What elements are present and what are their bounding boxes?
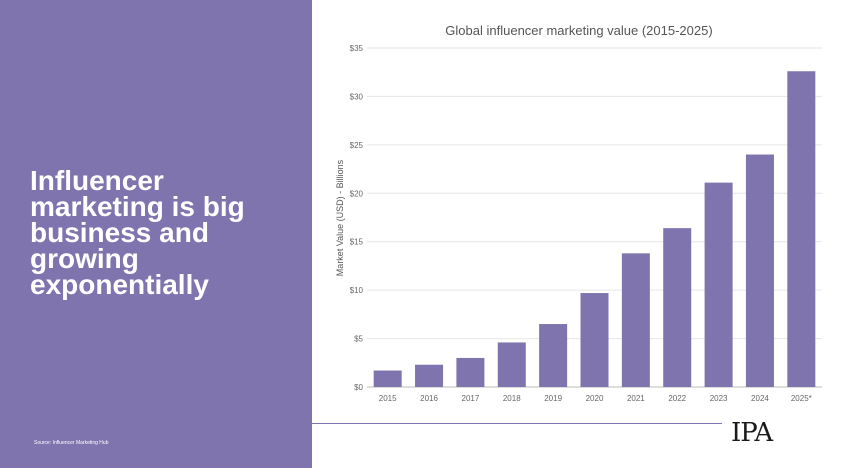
x-tick-label: 2016: [420, 394, 438, 403]
bar-2025: [787, 71, 816, 387]
source-note: Source: Influencer Marketing Hub: [34, 440, 109, 446]
y-tick-label: $10: [350, 286, 364, 295]
y-tick-label: $30: [350, 92, 364, 101]
x-tick-label: 2018: [503, 394, 521, 403]
y-axis-title: Market Value (USD) - Billions: [335, 159, 345, 276]
bar-2019: [539, 324, 568, 387]
bar-2023: [704, 182, 733, 387]
y-axis-ticks: $0 $5 $10 $15 $20 $25 $30 $35: [350, 44, 364, 392]
x-tick-label: 2019: [544, 394, 562, 403]
chart-title: Global influencer marketing value (2015-…: [445, 23, 712, 38]
y-tick-label: $20: [350, 189, 364, 198]
bar-2020: [580, 293, 609, 387]
gridlines: [367, 47, 822, 388]
footer-divider: [312, 423, 722, 424]
x-tick-label: 2017: [462, 394, 480, 403]
ipa-logo: IPA: [731, 418, 773, 448]
x-tick-label: 2020: [586, 394, 604, 403]
bar-2015: [373, 370, 402, 387]
y-tick-label: $15: [350, 238, 364, 247]
x-tick-label: 2021: [627, 394, 645, 403]
bar-2018: [497, 342, 526, 387]
x-axis-ticks: 2015 2016 2017 2018 2019 2020 2021 2022 2023 2024…: [379, 394, 812, 403]
bars: [373, 71, 816, 387]
y-tick-label: $25: [350, 141, 364, 150]
y-tick-label: $5: [354, 335, 363, 344]
bar-chart: Global influencer marketing value (2015-…: [335, 23, 822, 403]
x-tick-label: 2025*: [791, 394, 812, 403]
x-tick-label: 2022: [668, 394, 686, 403]
bar-2016: [415, 364, 444, 387]
bar-2017: [456, 357, 485, 387]
left-panel: Influencer marketing is big business and…: [0, 0, 312, 468]
bar-2024: [745, 154, 774, 387]
x-tick-label: 2024: [751, 394, 769, 403]
bar-2022: [663, 228, 692, 387]
y-tick-label: $35: [350, 44, 364, 53]
bar-2021: [621, 253, 650, 387]
y-tick-label: $0: [354, 383, 363, 392]
x-tick-label: 2015: [379, 394, 397, 403]
slide-headline: Influencer marketing is big business and…: [30, 165, 245, 300]
x-tick-label: 2023: [710, 394, 728, 403]
